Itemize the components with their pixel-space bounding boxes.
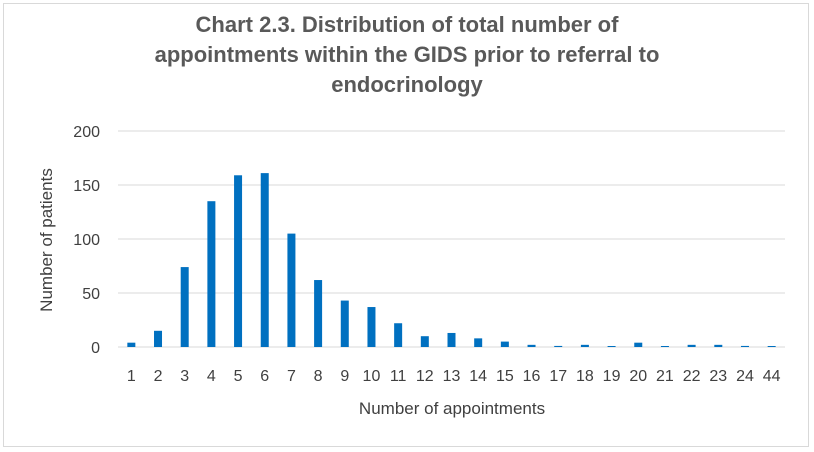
chart-title-line-3: endocrinology — [331, 72, 483, 97]
x-tick-label: 11 — [390, 368, 407, 385]
bar-22 — [687, 344, 696, 347]
bar-12 — [420, 336, 429, 347]
bar-15 — [500, 341, 509, 347]
bar-18 — [580, 344, 589, 347]
x-tick-label: 7 — [287, 368, 296, 385]
x-tick-label: 19 — [603, 368, 621, 385]
bar-11 — [394, 323, 403, 347]
x-tick-label: 23 — [709, 368, 727, 385]
x-tick-label: 3 — [180, 368, 189, 385]
x-tick-label: 10 — [363, 368, 381, 385]
y-tick-label: 0 — [91, 340, 100, 357]
bar-20 — [634, 342, 643, 347]
x-tick-label: 13 — [443, 368, 461, 385]
x-tick-labels: 1 2 3 4 5 6 7 8 9 10 11 12 13 14 15 16 17 18 19 20 21 22 23 24 4… — [127, 368, 781, 385]
x-tick-label: 6 — [260, 368, 269, 385]
x-axis-title: Number of appointments — [359, 399, 545, 418]
bar-8 — [314, 280, 323, 347]
bars — [127, 173, 776, 347]
bar-3 — [180, 267, 189, 347]
x-tick-label: 8 — [314, 368, 323, 385]
gridlines — [118, 130, 785, 348]
y-axis-title: Number of patients — [37, 168, 56, 312]
y-tick-label: 150 — [73, 178, 100, 195]
bar-4 — [207, 201, 216, 347]
bar-24 — [740, 345, 749, 347]
chart-title: Chart 2.3. Distribution of total number … — [0, 10, 814, 100]
x-tick-label: 44 — [763, 368, 781, 385]
bar-7 — [287, 233, 296, 347]
bar-9 — [340, 300, 349, 347]
x-tick-label: 5 — [234, 368, 243, 385]
y-tick-label: 200 — [73, 124, 100, 141]
x-tick-label: 4 — [207, 368, 216, 385]
bar-17 — [554, 345, 563, 347]
x-tick-label: 20 — [629, 368, 647, 385]
y-tick-labels: 0 50 100 150 200 — [73, 124, 100, 357]
chart-title-line-2: appointments within the GIDS prior to re… — [154, 42, 660, 67]
bar-21 — [660, 346, 669, 347]
x-tick-label: 17 — [549, 368, 567, 385]
bar-19 — [607, 346, 616, 347]
x-tick-label: 12 — [416, 368, 434, 385]
x-tick-label: 1 — [127, 368, 136, 385]
bar-23 — [714, 344, 723, 347]
x-tick-label: 14 — [469, 368, 487, 385]
bar-44 — [767, 346, 776, 347]
bar-5 — [234, 175, 243, 347]
chart-title-line-1: Chart 2.3. Distribution of total number … — [195, 12, 619, 37]
bar-16 — [527, 344, 536, 347]
x-tick-label: 22 — [683, 368, 701, 385]
bar-14 — [474, 338, 483, 347]
bar-1 — [127, 342, 136, 347]
bar-13 — [447, 332, 456, 347]
bar-2 — [154, 330, 163, 347]
x-tick-label: 21 — [656, 368, 674, 385]
bar-6 — [260, 173, 269, 347]
bar-10 — [367, 307, 376, 347]
x-tick-label: 16 — [523, 368, 541, 385]
x-tick-label: 15 — [496, 368, 514, 385]
x-tick-label: 24 — [736, 368, 754, 385]
y-tick-label: 50 — [82, 286, 100, 303]
x-tick-label: 2 — [154, 368, 163, 385]
y-tick-label: 100 — [73, 232, 100, 249]
chart-frame — [3, 3, 809, 447]
x-tick-label: 9 — [340, 368, 349, 385]
x-tick-label: 18 — [576, 368, 594, 385]
